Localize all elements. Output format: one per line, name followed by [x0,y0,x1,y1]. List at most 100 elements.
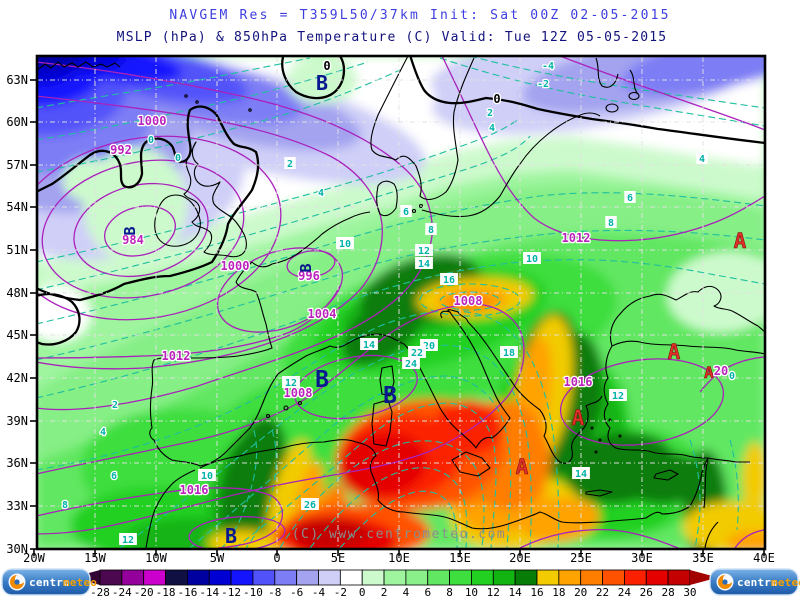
isotherm-label: 20 [423,341,435,352]
colorbar-segment [427,569,451,586]
colorbar-segment [471,569,494,586]
isotherm-label-box [402,357,420,369]
colorbar-segment [580,569,603,586]
colorbar-tick-label: 8 [446,586,453,599]
isobar-label: 1000 [138,114,167,128]
lat-tick-label: 30N [6,542,28,556]
isotherm-label-box [523,252,541,264]
colorbar-tick-label: 16 [530,586,543,599]
isotherm-label-box [572,467,590,479]
lat-tick-label: 45N [6,328,28,342]
isobar-label: 992 [110,143,132,157]
colorbar-tick-label: 10 [465,586,478,599]
isobar-label: 1016 [564,375,593,389]
colorbar-segment [121,569,145,586]
lon-tick-label: 40E [753,551,775,565]
colorbar-segment [208,569,232,586]
isotherm-label: 8 [428,225,434,236]
isotherm-label: 0 [729,371,735,382]
lat-tick-label: 48N [6,286,28,300]
isotherm-label: 6 [403,207,409,218]
isotherm-label: 26 [304,500,316,511]
isotherm-label-box [425,223,437,235]
lon-tick-label: 15E [449,551,471,565]
title-field-line: MSLP (hPa) & 850hPa Temperature (C) Vali… [117,30,668,45]
colorbar-tick-label: 22 [596,586,609,599]
isobar-contours [37,56,765,549]
colorbar-segment [186,569,210,586]
isobar-label: 984 [122,233,144,247]
logo-text-meteo: meteo [63,576,97,589]
isotherm-label-box [605,216,617,228]
isotherm-label: 12 [418,246,430,257]
isotherm-label: 12 [285,378,297,389]
isotherm-label-box [440,273,458,285]
centrometeo-swirl-icon [716,573,734,591]
isobar-label: 1008 [284,386,313,400]
lon-tick-label: 10E [388,551,410,565]
isotherm-label-box [360,338,378,350]
colorbar-segment [492,569,516,586]
isotherm-label-box [282,376,300,388]
colorbar-segment [274,569,298,586]
high-pressure-symbol: A [704,363,714,382]
lat-tick-label: 51N [6,243,28,257]
isotherm-label-box [415,257,433,269]
isotherm-label: 10 [201,471,213,482]
high-pressure-symbol: A [734,229,747,253]
lon-tick-label: 0 [273,551,280,565]
colorbar-segment [602,569,625,586]
lat-tick-label: 63N [6,73,28,87]
colorbar-over-arrow [689,570,718,585]
isotherm-label-box [198,469,216,481]
colorbar-tick-label: 6 [424,586,431,599]
colorbar-segment [667,569,691,586]
centrometeo-logo-left: centro meteo [1,568,97,596]
isotherm-label: 14 [363,340,375,351]
isotherm-label-box [696,152,708,164]
isotherm-label-box [415,244,433,256]
isobar-label: 1004 [308,307,337,321]
isotherm-label-box [284,157,296,169]
colorbar-tick-label: 2 [381,586,388,599]
low-pressure-symbol: B [121,226,139,235]
lon-tick-label: 25E [570,551,592,565]
isobar-label: 1016 [180,483,209,497]
isotherm-label: 2 [487,108,493,119]
colorbar-segment [645,569,669,586]
high-pressure-symbol: A [668,340,681,364]
high-pressure-symbol: A [572,406,585,430]
isotherm-label: 4 [699,154,705,165]
isotherm-label: 4 [100,427,106,438]
colorbar-tick-label: -8 [268,586,281,599]
lon-tick-label: 35E [692,551,714,565]
isobar-label: 1012 [562,231,591,245]
axis-ticks [30,79,765,556]
colorbar-tick-label: -2 [334,586,347,599]
isotherm-label: 4 [318,188,324,199]
isotherm-label: 8 [62,500,68,511]
lon-tick-label: 5E [331,551,345,565]
colorbar-segment [558,569,582,586]
isotherm-label-box [336,237,354,249]
low-pressure-symbol: B [315,367,329,393]
colorbar-tick-label: 12 [487,586,500,599]
isotherm-label-box [408,346,426,358]
colorbar-segment [405,569,429,586]
high-pressure-symbol: A [516,455,529,479]
colorbar-tick-label: 0 [359,586,366,599]
lat-tick-label: 60N [6,115,28,129]
colorbar-tick-label: 24 [618,586,632,599]
colorbar-segment [514,569,538,586]
isotherm-label: 6 [627,193,633,204]
colorbar-tick-label: 20 [574,586,587,599]
watermark: (C) www.centrometeo.com [292,527,507,542]
colorbar-segment [536,569,560,586]
isotherm-label: 8 [608,218,614,229]
colorbar-segment [296,569,319,586]
lat-tick-label: 39N [6,414,28,428]
lon-tick-label: 20E [509,551,531,565]
isotherm-label: -4 [542,61,554,72]
colorbar-segment [339,569,363,586]
lon-tick-label: 15W [84,551,106,565]
